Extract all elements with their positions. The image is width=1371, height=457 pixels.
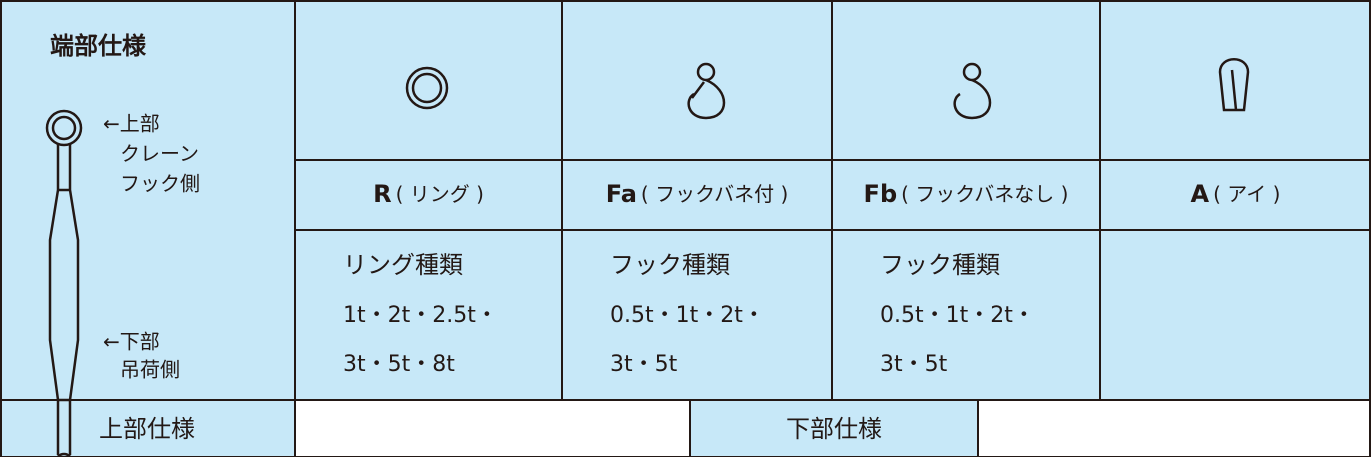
column-name: Fa( フックバネ付 ) [606, 180, 789, 208]
code: R [373, 180, 391, 208]
footer-cell [690, 400, 978, 457]
column-name: A( アイ ) [1191, 180, 1281, 208]
note: ←上部 [103, 112, 160, 136]
name: ( リング ) [396, 182, 484, 206]
spec-line: 0.5t・1t・2t・ [610, 303, 765, 328]
name: ( フックバネ付 ) [641, 182, 788, 206]
note: 吊荷側 [120, 358, 180, 382]
footer-label: 上部仕様 [99, 415, 195, 443]
spec-title: フック種類 [610, 251, 730, 279]
hook-icon [687, 62, 726, 120]
spec-line: 1t・2t・2.5t・ [343, 303, 498, 328]
spec-line: 0.5t・1t・2t・ [880, 303, 1035, 328]
spec-line: 3t・5t [610, 352, 678, 377]
name: ( フックバネなし ) [901, 182, 1068, 206]
column-name: Fb( フックバネなし ) [864, 180, 1069, 208]
note: ←下部 [103, 330, 160, 354]
code: Fa [606, 180, 637, 208]
code: A [1191, 180, 1210, 208]
table-bg [0, 0, 1371, 400]
footer-label: 下部仕様 [786, 415, 882, 443]
name: ( アイ ) [1213, 182, 1280, 206]
footer-cell [0, 400, 295, 457]
code: Fb [864, 180, 898, 208]
spec-line: 3t・5t・8t [343, 352, 455, 377]
note: フック側 [120, 172, 200, 196]
hook-icon [953, 62, 992, 120]
ring-icon [405, 66, 449, 110]
sling-illustration [45, 109, 83, 457]
spec-line: 3t・5t [880, 352, 948, 377]
spec-title: リング種類 [343, 251, 463, 279]
header-title: 端部仕様 [50, 32, 147, 60]
spec-title: フック種類 [880, 251, 1000, 279]
column-name: R( リング ) [373, 180, 484, 208]
eye-icon [1218, 58, 1250, 112]
note: クレーン [120, 142, 199, 166]
